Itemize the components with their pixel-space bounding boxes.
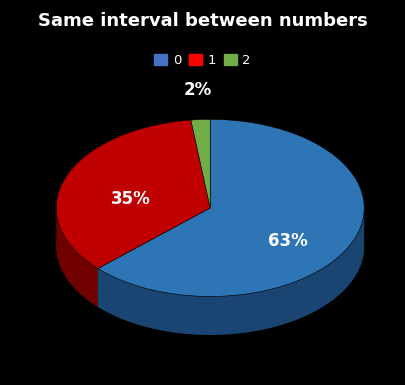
- Polygon shape: [98, 211, 364, 335]
- Polygon shape: [98, 119, 364, 296]
- Polygon shape: [98, 208, 210, 307]
- Polygon shape: [56, 210, 98, 307]
- Polygon shape: [56, 120, 210, 268]
- Legend: 0, 1, 2: 0, 1, 2: [149, 49, 256, 72]
- Text: 63%: 63%: [268, 232, 308, 250]
- Text: 2%: 2%: [184, 81, 212, 99]
- Text: 35%: 35%: [111, 190, 150, 208]
- Polygon shape: [98, 208, 210, 307]
- Polygon shape: [56, 158, 364, 335]
- Polygon shape: [191, 119, 210, 208]
- Text: Same interval between numbers: Same interval between numbers: [38, 12, 367, 30]
